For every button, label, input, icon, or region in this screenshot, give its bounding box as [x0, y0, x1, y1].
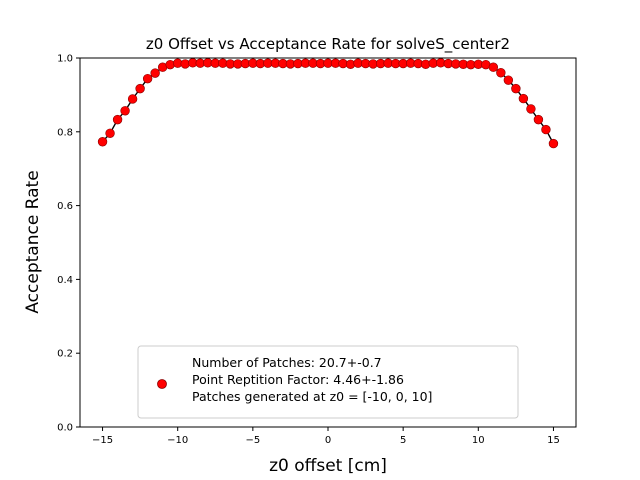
data-point — [488, 62, 499, 72]
data-point — [496, 68, 506, 78]
x-tick-label: 0 — [325, 435, 331, 446]
data-point — [526, 104, 536, 114]
x-tick-label: −10 — [167, 435, 188, 446]
data-point — [541, 124, 551, 135]
data-point — [533, 114, 544, 125]
legend-label-line: Point Reptition Factor: 4.46+-1.86 — [192, 372, 404, 387]
y-tick-label: 0.0 — [57, 423, 73, 434]
x-tick-label: 5 — [400, 435, 406, 446]
data-point — [150, 68, 160, 78]
data-point — [97, 137, 108, 147]
y-tick-label: 1.0 — [57, 54, 73, 65]
data-point — [518, 93, 529, 104]
data-point — [142, 73, 153, 84]
x-axis-ticks: −15 −10 −5 0 5 10 15 — [92, 427, 560, 446]
data-points-layer — [97, 58, 559, 149]
x-tick-label: 10 — [472, 435, 485, 446]
y-tick-label: 0.2 — [57, 349, 73, 360]
x-tick-label: −5 — [245, 435, 260, 446]
chart-title: z0 Offset vs Acceptance Rate for solveS_… — [146, 35, 510, 54]
data-point — [112, 114, 123, 125]
y-axis-ticks: 0.0 0.2 0.4 0.6 0.8 1.0 — [57, 54, 80, 434]
legend-label-line: Number of Patches: 20.7+-0.7 — [192, 355, 382, 370]
x-tick-label: 15 — [547, 435, 560, 446]
y-axis-label: Acceptance Rate — [23, 170, 43, 313]
legend-label-line: Patches generated at z0 = [-10, 0, 10] — [192, 389, 432, 404]
plot-area — [97, 58, 559, 149]
data-point — [135, 83, 145, 94]
y-tick-label: 0.6 — [57, 201, 73, 212]
data-point — [511, 83, 521, 94]
data-point — [120, 106, 130, 116]
x-tick-label: −15 — [92, 435, 113, 446]
data-point — [105, 128, 115, 138]
legend-label: Number of Patches: 20.7+-0.7 Point Reptit… — [192, 355, 432, 404]
y-tick-label: 0.4 — [57, 275, 73, 286]
data-point — [548, 138, 559, 149]
x-axis-label: z0 offset [cm] — [269, 456, 387, 476]
legend-box — [137, 345, 519, 419]
legend-marker — [157, 379, 167, 389]
data-point — [503, 75, 514, 85]
legend: Number of Patches: 20.7+-0.7 Point Reptit… — [137, 345, 519, 419]
y-tick-label: 0.8 — [57, 127, 73, 138]
data-point — [127, 94, 138, 104]
